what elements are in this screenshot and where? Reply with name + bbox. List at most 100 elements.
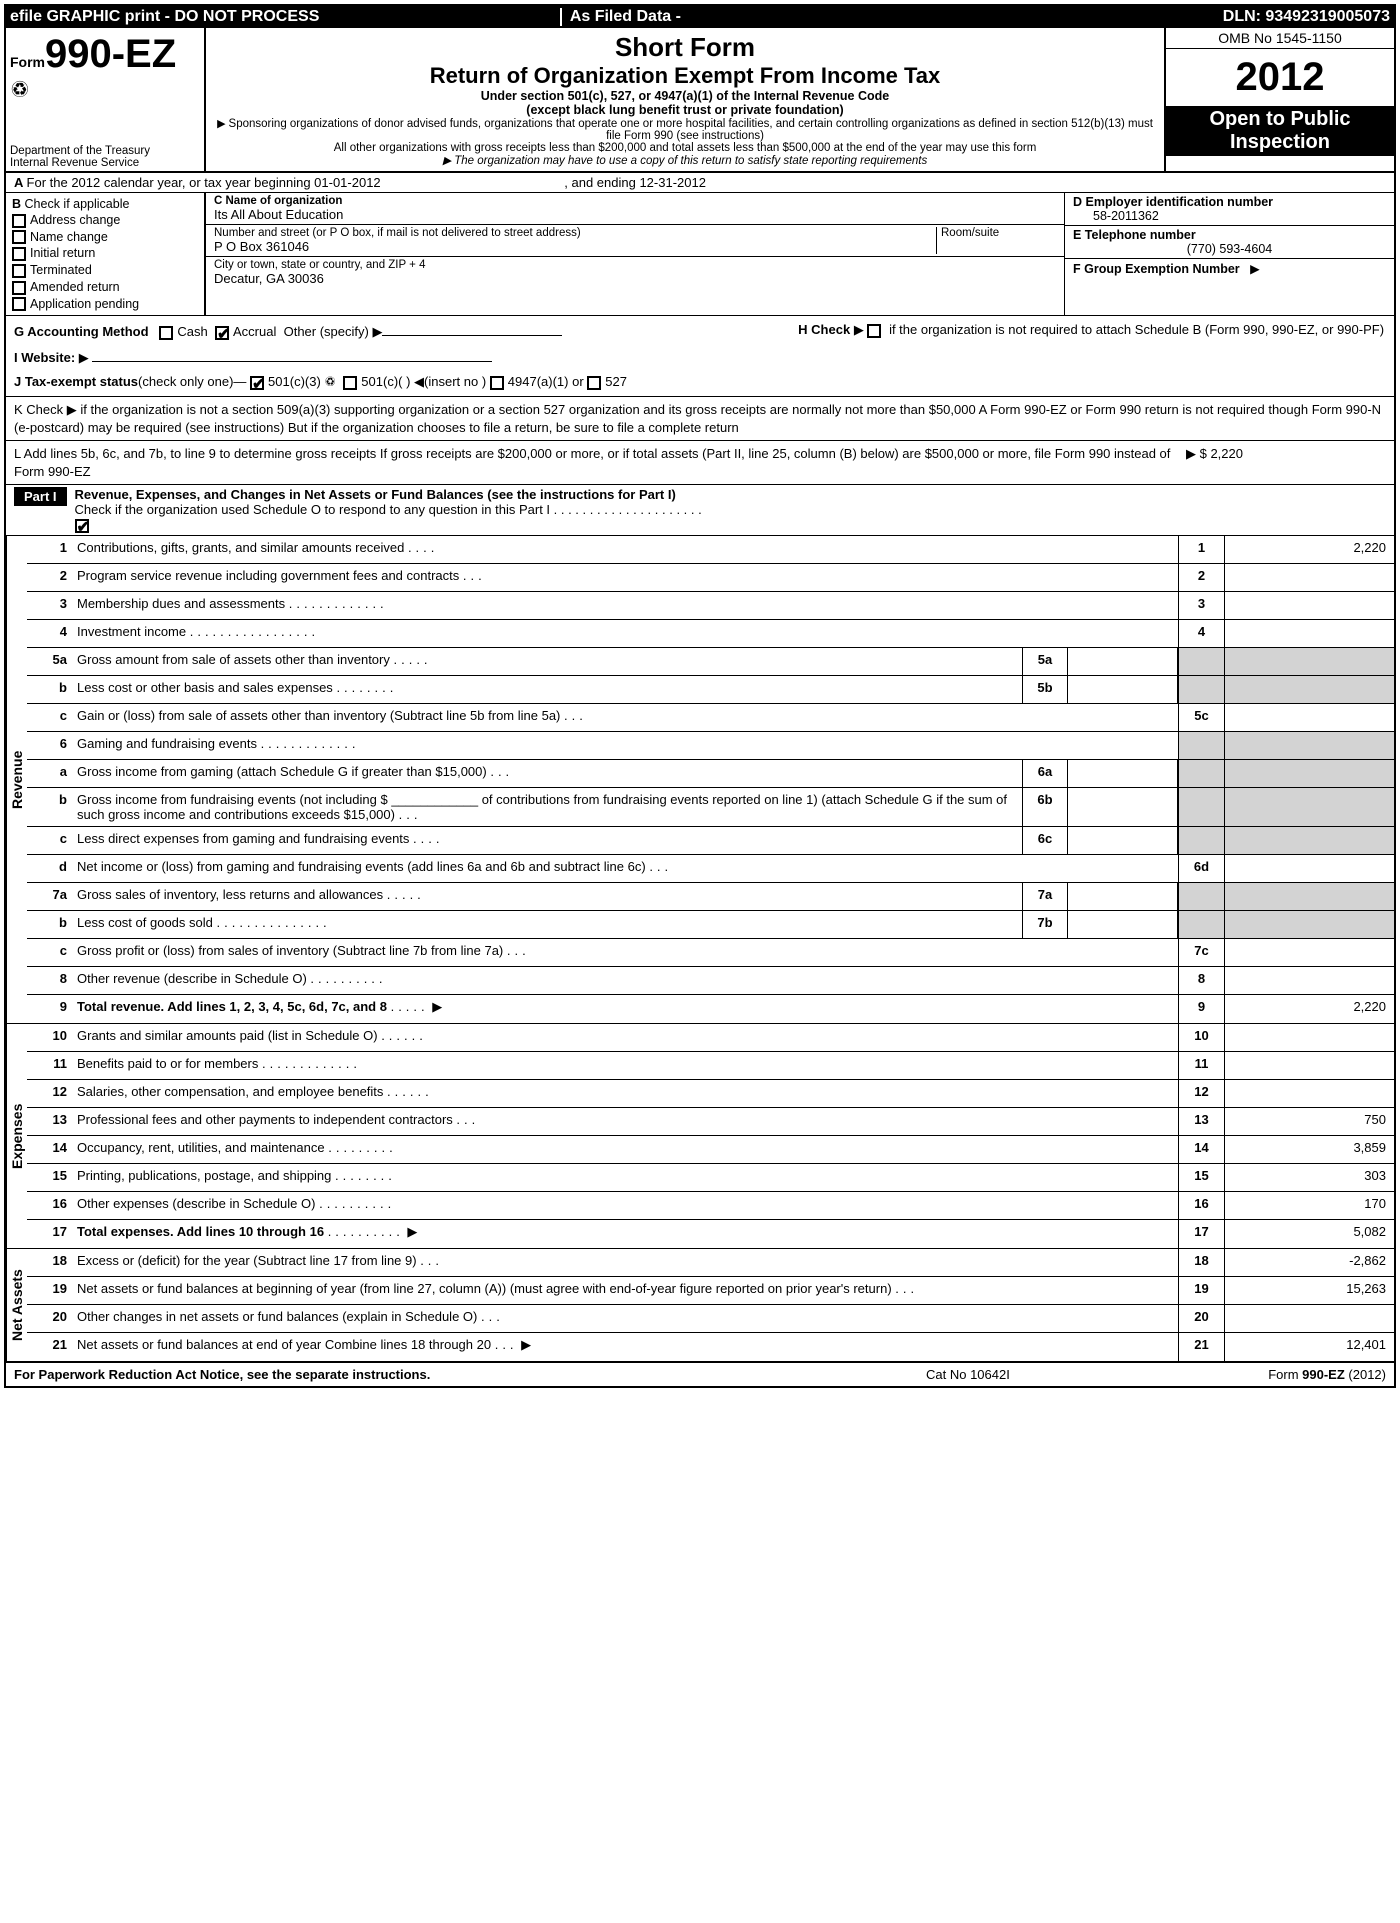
check-name-change[interactable]	[12, 230, 26, 244]
form-header: Form990-EZ ♽ Department of the Treasury …	[6, 28, 1394, 173]
k-text: K Check ▶ if the organization is not a s…	[14, 402, 1381, 435]
subtitle-1: Under section 501(c), 527, or 4947(a)(1)…	[214, 89, 1156, 103]
h-label: H Check	[798, 322, 850, 337]
revenue-label: Revenue	[6, 536, 27, 1023]
line-12: 12Salaries, other compensation, and empl…	[27, 1080, 1394, 1108]
line-b: bLess cost of goods sold ...............…	[27, 911, 1394, 939]
org-city: Decatur, GA 30036	[214, 271, 425, 286]
recycle-icon: ♽	[10, 77, 200, 103]
line-19: 19Net assets or fund balances at beginni…	[27, 1277, 1394, 1305]
calendar-year-text: For the 2012 calendar year, or tax year …	[27, 175, 381, 190]
org-info-block: B Check if applicable Address change Nam…	[6, 193, 1394, 316]
efile-notice: efile GRAPHIC print - DO NOT PROCESS	[10, 8, 552, 26]
check-pending[interactable]	[12, 297, 26, 311]
check-amended[interactable]	[12, 281, 26, 295]
main-title: Return of Organization Exempt From Incom…	[214, 63, 1156, 89]
street-label: Number and street (or P O box, if mail i…	[214, 227, 581, 239]
row-l: L Add lines 5b, 6c, and 7b, to line 9 to…	[6, 441, 1394, 485]
g-label: G Accounting Method	[14, 324, 149, 339]
subtitle-4: All other organizations with gross recei…	[214, 142, 1156, 154]
check-schedule-o[interactable]	[75, 519, 89, 533]
line-9: 9Total revenue. Add lines 1, 2, 3, 4, 5c…	[27, 995, 1394, 1023]
footer-form: Form 990-EZ (2012)	[1268, 1367, 1386, 1382]
line-10: 10Grants and similar amounts paid (list …	[27, 1024, 1394, 1052]
pra-notice: For Paperwork Reduction Act Notice, see …	[14, 1367, 926, 1382]
check-527[interactable]	[587, 376, 601, 390]
line-4: 4Investment income .................4	[27, 620, 1394, 648]
check-accrual[interactable]	[215, 326, 229, 340]
line-14: 14Occupancy, rent, utilities, and mainte…	[27, 1136, 1394, 1164]
row-gh: G Accounting Method Cash Accrual Other (…	[6, 316, 1394, 397]
expenses-section: Expenses 10Grants and similar amounts pa…	[6, 1024, 1394, 1249]
line-b: bLess cost or other basis and sales expe…	[27, 676, 1394, 704]
line-18: 18Excess or (deficit) for the year (Subt…	[27, 1249, 1394, 1277]
subtitle-3: Sponsoring organizations of donor advise…	[214, 117, 1156, 142]
line-16: 16Other expenses (describe in Schedule O…	[27, 1192, 1394, 1220]
line-17: 17Total expenses. Add lines 10 through 1…	[27, 1220, 1394, 1248]
expenses-label: Expenses	[6, 1024, 27, 1248]
line-c: cGross profit or (loss) from sales of in…	[27, 939, 1394, 967]
check-501c[interactable]	[343, 376, 357, 390]
check-address-change[interactable]	[12, 214, 26, 228]
line-2: 2Program service revenue including gover…	[27, 564, 1394, 592]
city-label: City or town, state or country, and ZIP …	[214, 259, 425, 271]
ein-value: 58-2011362	[1093, 209, 1159, 223]
check-initial-return[interactable]	[12, 247, 26, 261]
check-4947[interactable]	[490, 376, 504, 390]
form-number: Form990-EZ	[10, 32, 200, 77]
line-15: 15Printing, publications, postage, and s…	[27, 1164, 1394, 1192]
section-def: D Employer identification number 58-2011…	[1064, 193, 1394, 315]
open-to-public: Open to Public Inspection	[1166, 106, 1394, 156]
line-13: 13Professional fees and other payments t…	[27, 1108, 1394, 1136]
line-c: cLess direct expenses from gaming and fu…	[27, 827, 1394, 855]
line-6: 6Gaming and fundraising events .........…	[27, 732, 1394, 760]
check-cash[interactable]	[159, 326, 173, 340]
row-a: A For the 2012 calendar year, or tax yea…	[6, 173, 1394, 193]
j-label: J Tax-exempt status	[14, 374, 138, 389]
h-text: if the organization is not required to a…	[889, 322, 1384, 337]
asfiled-label: As Filed Data -	[560, 8, 681, 26]
b-label: Check if applicable	[25, 197, 130, 211]
check-schedule-b[interactable]	[867, 324, 881, 338]
tax-year: 2012	[1166, 49, 1394, 106]
room-label: Room/suite	[936, 227, 1056, 254]
ein-label: D Employer identification number	[1073, 195, 1273, 209]
form-prefix: Form	[10, 54, 45, 70]
page-footer: For Paperwork Reduction Act Notice, see …	[6, 1363, 1394, 1386]
line-8: 8Other revenue (describe in Schedule O) …	[27, 967, 1394, 995]
netassets-section: Net Assets 18Excess or (deficit) for the…	[6, 1249, 1394, 1363]
check-terminated[interactable]	[12, 264, 26, 278]
part-i-header: Part I Revenue, Expenses, and Changes in…	[6, 485, 1394, 536]
check-501c3[interactable]	[250, 376, 264, 390]
line-d: dNet income or (loss) from gaming and fu…	[27, 855, 1394, 883]
ending-text: , and ending 12-31-2012	[564, 175, 706, 190]
form-990ez-page: efile GRAPHIC print - DO NOT PROCESS As …	[4, 4, 1396, 1388]
short-form-title: Short Form	[214, 32, 1156, 63]
netassets-label: Net Assets	[6, 1249, 27, 1361]
treasury-dept: Department of the Treasury	[10, 145, 150, 157]
l-value: $ 2,220	[1200, 446, 1243, 461]
line-3: 3Membership dues and assessments .......…	[27, 592, 1394, 620]
dln-label: DLN: 93492319005073	[1223, 8, 1390, 26]
part-i-check-text: Check if the organization used Schedule …	[75, 502, 702, 517]
irs-label: Internal Revenue Service	[10, 157, 150, 169]
group-exemption-label: F Group Exemption Number	[1073, 262, 1240, 276]
section-c-org: C Name of organization Its All About Edu…	[206, 193, 1064, 315]
line-7a: 7aGross sales of inventory, less returns…	[27, 883, 1394, 911]
l-text: L Add lines 5b, 6c, and 7b, to line 9 to…	[14, 445, 1186, 480]
org-name: Its All About Education	[214, 207, 1056, 222]
org-name-label: C Name of organization	[214, 195, 342, 207]
phone-label: E Telephone number	[1073, 228, 1196, 242]
omb-number: OMB No 1545-1150	[1166, 28, 1394, 49]
line-c: cGain or (loss) from sale of assets othe…	[27, 704, 1394, 732]
line-a: aGross income from gaming (attach Schedu…	[27, 760, 1394, 788]
part-i-title: Revenue, Expenses, and Changes in Net As…	[75, 487, 676, 502]
line-5a: 5aGross amount from sale of assets other…	[27, 648, 1394, 676]
line-1: 1Contributions, gifts, grants, and simil…	[27, 536, 1394, 564]
cat-no: Cat No 10642I	[926, 1367, 1186, 1382]
line-11: 11Benefits paid to or for members ......…	[27, 1052, 1394, 1080]
section-b-checks: B Check if applicable Address change Nam…	[6, 193, 206, 315]
subtitle-2: (except black lung benefit trust or priv…	[214, 103, 1156, 117]
part-i-tag: Part I	[14, 487, 67, 506]
line-21: 21Net assets or fund balances at end of …	[27, 1333, 1394, 1361]
